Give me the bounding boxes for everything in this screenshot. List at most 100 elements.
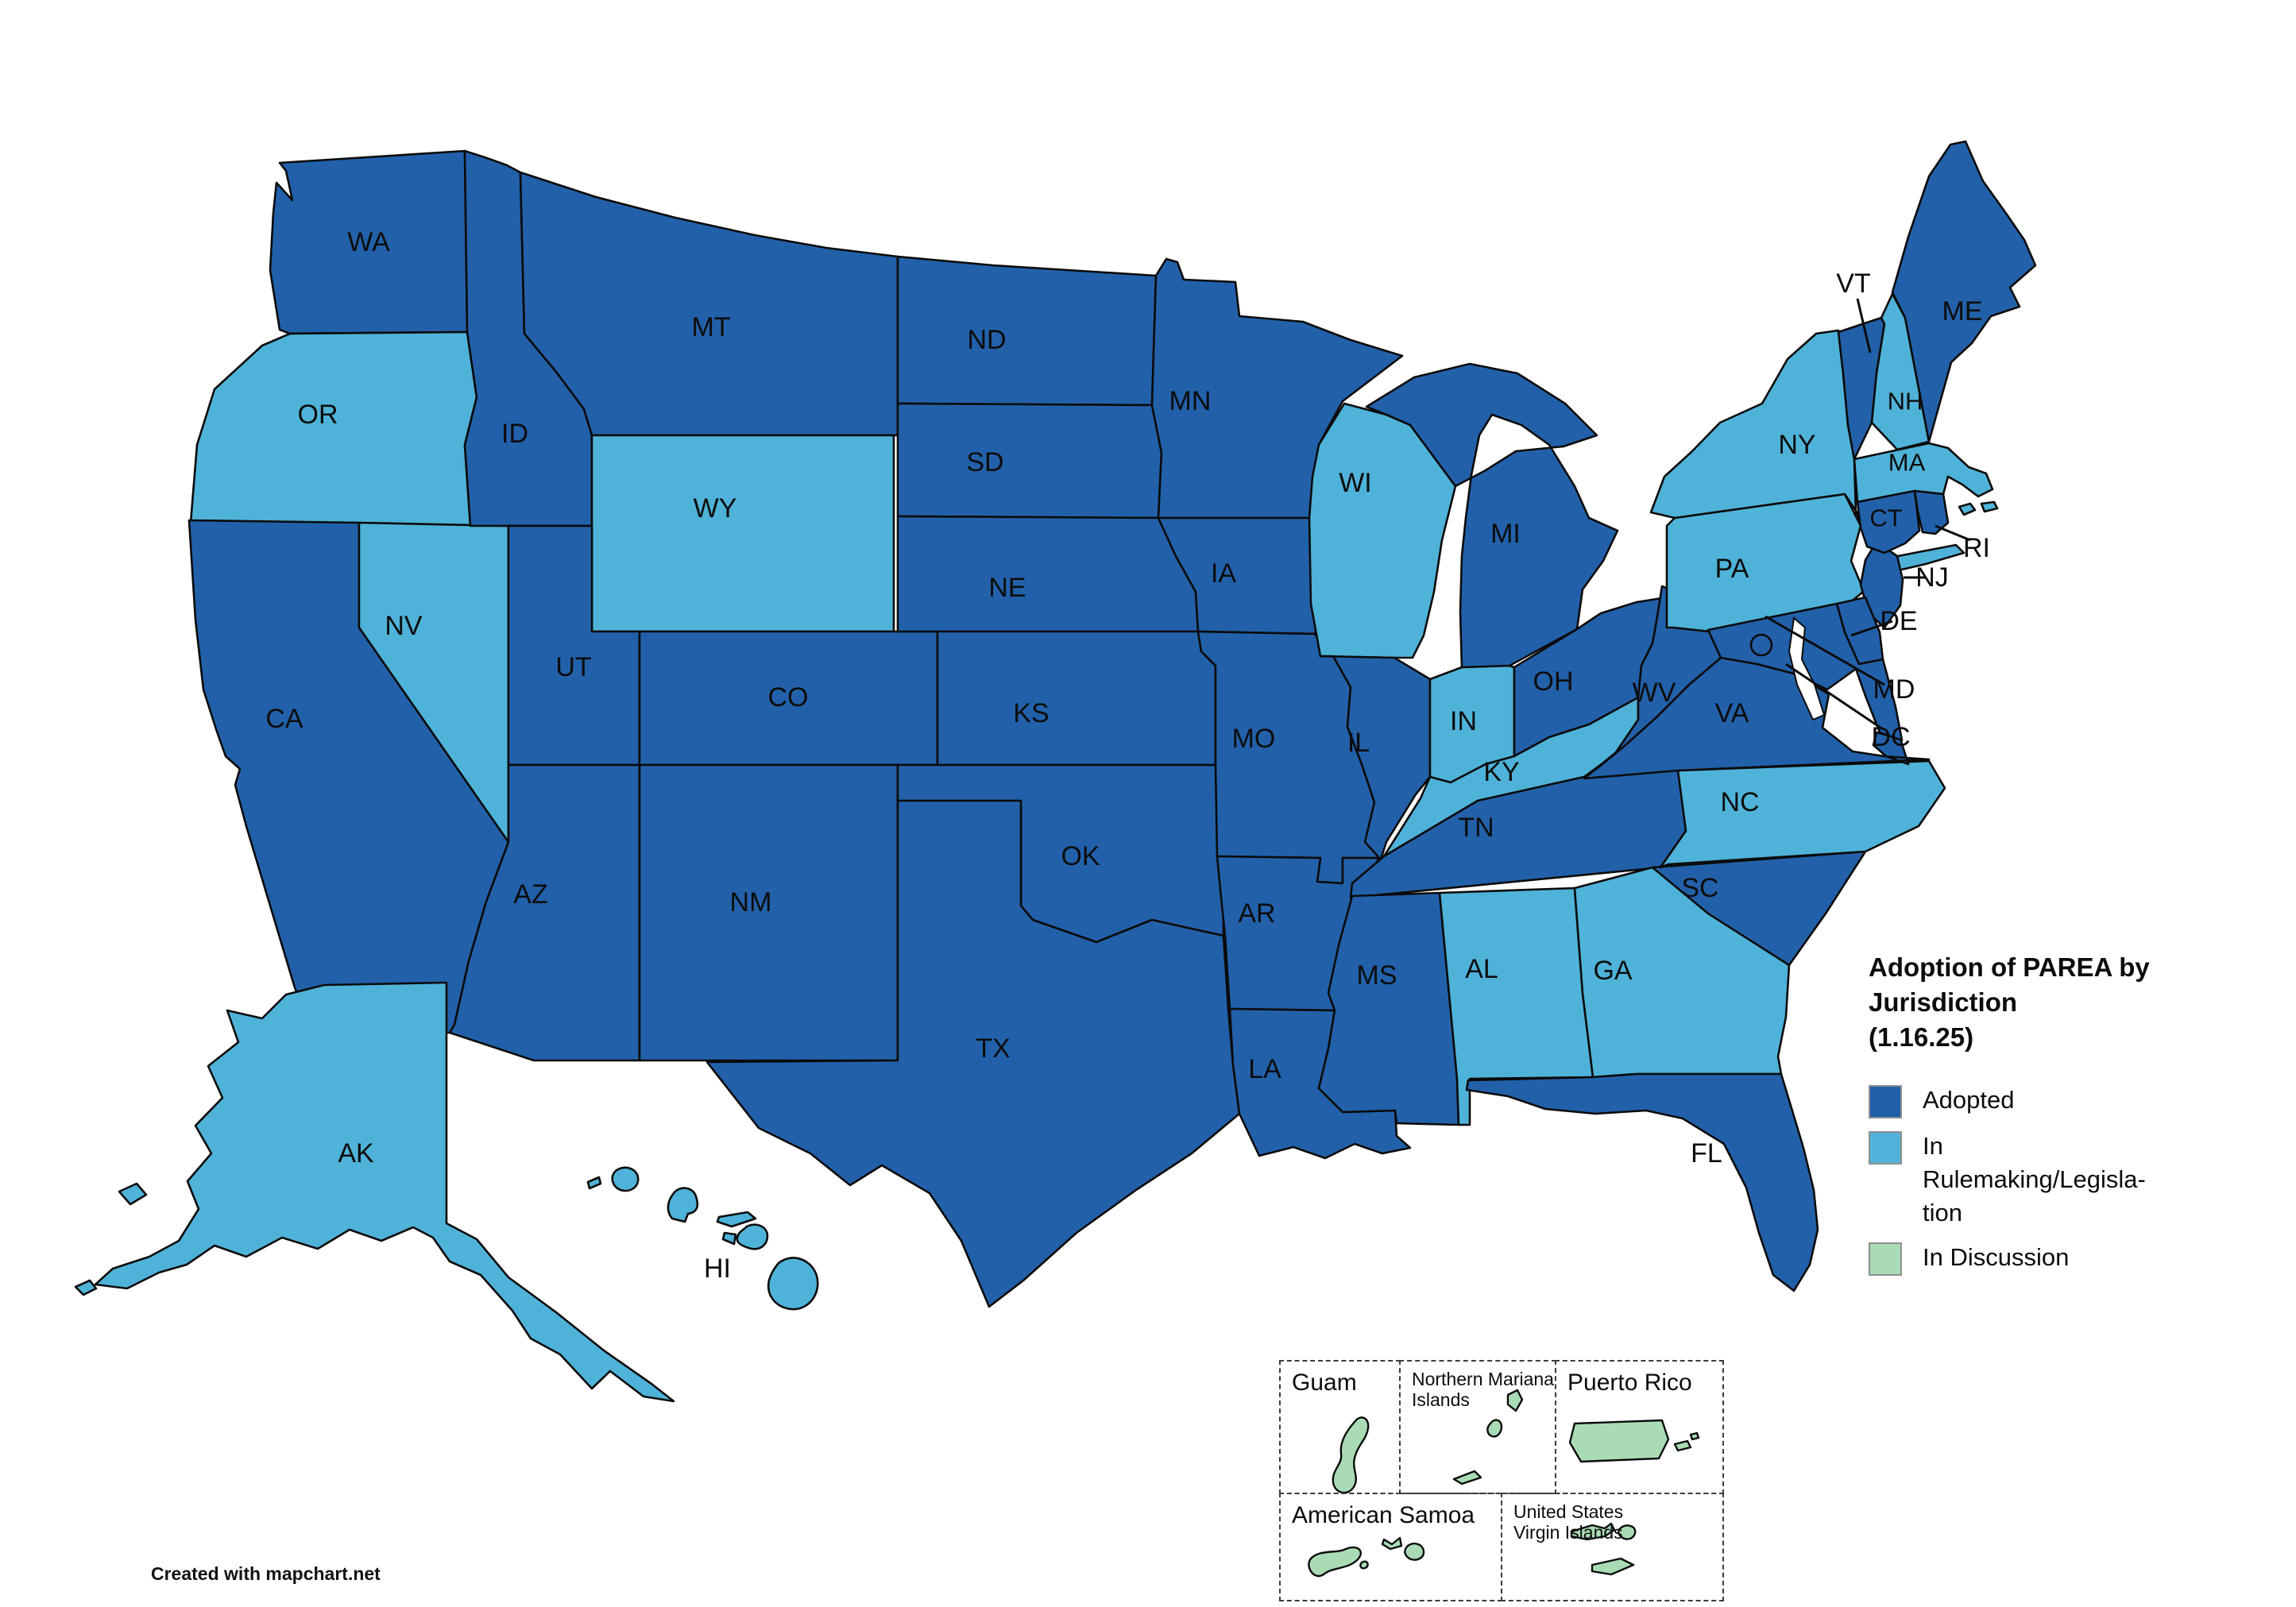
legend: Adoption of PAREA by Jurisdiction (1.16.… (1869, 950, 2210, 1287)
state-label-AL: AL (1465, 954, 1498, 984)
legend-label-rulemaking: In Rulemaking/Legisla- tion (1923, 1131, 2146, 1226)
state-label-IN: IN (1450, 706, 1477, 736)
state-label-AZ: AZ (513, 879, 547, 910)
state-label-NM: NM (730, 887, 772, 917)
territory-label-us-virgin-islands: United States Virgin Islands (1513, 1501, 1624, 1543)
legend-swatch-adopted (1869, 1084, 1902, 1118)
state-MA[interactable] (1853, 442, 1999, 516)
territory-cell-american-samoa: American Samoa (1279, 1493, 1502, 1601)
callout-line-RI (1935, 524, 1971, 542)
territory-cell-northern-mariana-islands: Northern Mariana Islands (1399, 1360, 1556, 1494)
state-label-IA: IA (1211, 558, 1236, 589)
state-NJ[interactable] (1859, 540, 1904, 629)
state-FL[interactable] (1465, 1072, 1819, 1292)
state-label-ID: ID (501, 419, 528, 449)
state-label-IL: IL (1347, 728, 1370, 758)
state-WY[interactable] (590, 434, 895, 633)
territory-shape-american-samoa[interactable] (1308, 1536, 1425, 1578)
state-label-DE: DE (1880, 606, 1917, 636)
state-label-VT: VT (1836, 268, 1870, 299)
state-MN[interactable] (1150, 257, 1404, 520)
state-label-CO: CO (768, 682, 809, 713)
state-AK[interactable] (74, 981, 675, 1403)
state-label-AK: AK (338, 1138, 374, 1169)
state-KS[interactable] (936, 630, 1217, 767)
state-label-CT: CT (1869, 504, 1902, 532)
state-label-MN: MN (1169, 386, 1212, 416)
state-label-WV: WV (1633, 678, 1676, 708)
state-PA[interactable] (1665, 493, 1865, 633)
territory-cell-guam: Guam (1279, 1360, 1401, 1494)
legend-label-discussion: In Discussion (1923, 1243, 2070, 1272)
callout-line-MD (1765, 615, 1885, 686)
state-label-TN: TN (1458, 813, 1494, 843)
territory-shape-northern-mariana-islands[interactable] (1452, 1389, 1524, 1485)
legend-swatch-discussion (1869, 1242, 1902, 1277)
state-label-MT: MT (691, 312, 730, 342)
state-label-KS: KS (1013, 698, 1049, 728)
state-NE[interactable] (896, 515, 1200, 633)
state-RI[interactable] (1913, 489, 1950, 535)
territory-cell-us-virgin-islands: United States Virgin Islands (1501, 1493, 1724, 1601)
state-label-LA: LA (1248, 1054, 1281, 1084)
state-label-OK: OK (1061, 841, 1100, 871)
state-label-MA: MA (1888, 449, 1926, 477)
callout-line-DC (1785, 663, 1884, 731)
legend-item-rulemaking: In Rulemaking/Legisla- tion (1869, 1130, 2210, 1230)
state-MT[interactable] (519, 171, 899, 437)
territory-label-american-samoa: American Samoa (1292, 1502, 1475, 1528)
territory-label-guam: Guam (1292, 1369, 1357, 1396)
state-SD[interactable] (896, 402, 1163, 520)
territory-shape-us-virgin-islands[interactable] (1570, 1522, 1637, 1576)
state-TX[interactable] (705, 799, 1241, 1308)
state-label-NJ: NJ (1915, 562, 1949, 593)
state-label-TX: TX (976, 1033, 1010, 1064)
state-label-AR: AR (1238, 898, 1275, 929)
state-label-KY: KY (1483, 757, 1519, 787)
state-label-MD: MD (1873, 674, 1915, 705)
state-label-ME: ME (1942, 296, 1983, 326)
state-label-NH: NH (1888, 388, 1923, 415)
state-NC[interactable] (1659, 759, 1946, 869)
attribution: Created with mapchart.net (151, 1563, 381, 1584)
state-label-WI: WI (1339, 468, 1372, 498)
state-label-FL: FL (1691, 1138, 1722, 1169)
territory-shape-puerto-rico[interactable] (1568, 1419, 1700, 1463)
state-label-NV: NV (385, 611, 423, 641)
state-label-MS: MS (1357, 960, 1397, 991)
state-label-RI: RI (1963, 533, 1990, 563)
state-label-PA: PA (1715, 554, 1749, 584)
legend-swatch-rulemaking (1869, 1130, 1902, 1165)
territory-label-puerto-rico: Puerto Rico (1567, 1369, 1692, 1396)
territory-shape-guam[interactable] (1332, 1416, 1370, 1494)
state-MI[interactable] (1365, 362, 1619, 669)
state-label-OR: OR (298, 400, 338, 430)
state-ME[interactable] (1891, 140, 2037, 443)
state-DC[interactable] (1749, 633, 1773, 657)
state-label-WA: WA (347, 227, 390, 257)
territory-cell-puerto-rico: Puerto Rico (1555, 1360, 1724, 1494)
state-label-GA: GA (1593, 956, 1632, 986)
state-label-VA: VA (1715, 698, 1749, 728)
state-label-NC: NC (1720, 787, 1759, 817)
legend-label-adopted: Adopted (1923, 1085, 2015, 1114)
legend-title: Adoption of PAREA by Jurisdiction (1.16.… (1869, 952, 2150, 1052)
state-label-ND: ND (967, 325, 1006, 355)
state-ND[interactable] (896, 255, 1158, 407)
state-label-SC: SC (1681, 873, 1718, 903)
state-label-HI: HI (704, 1254, 731, 1284)
callout-line-DE (1850, 620, 1893, 637)
state-label-NE: NE (988, 573, 1026, 603)
legend-item-discussion: In Discussion (1869, 1241, 2210, 1277)
state-label-SD: SD (966, 447, 1003, 477)
state-HI[interactable] (586, 1166, 819, 1311)
state-label-DC: DC (1871, 722, 1910, 752)
state-label-OH: OH (1533, 666, 1574, 697)
territory-label-northern-mariana-islands: Northern Mariana Islands (1412, 1369, 1554, 1410)
state-label-UT: UT (555, 652, 591, 682)
callout-line-VT (1856, 298, 1872, 353)
state-label-WY: WY (694, 493, 737, 523)
state-label-MO: MO (1232, 724, 1276, 754)
state-label-CA: CA (265, 704, 303, 734)
